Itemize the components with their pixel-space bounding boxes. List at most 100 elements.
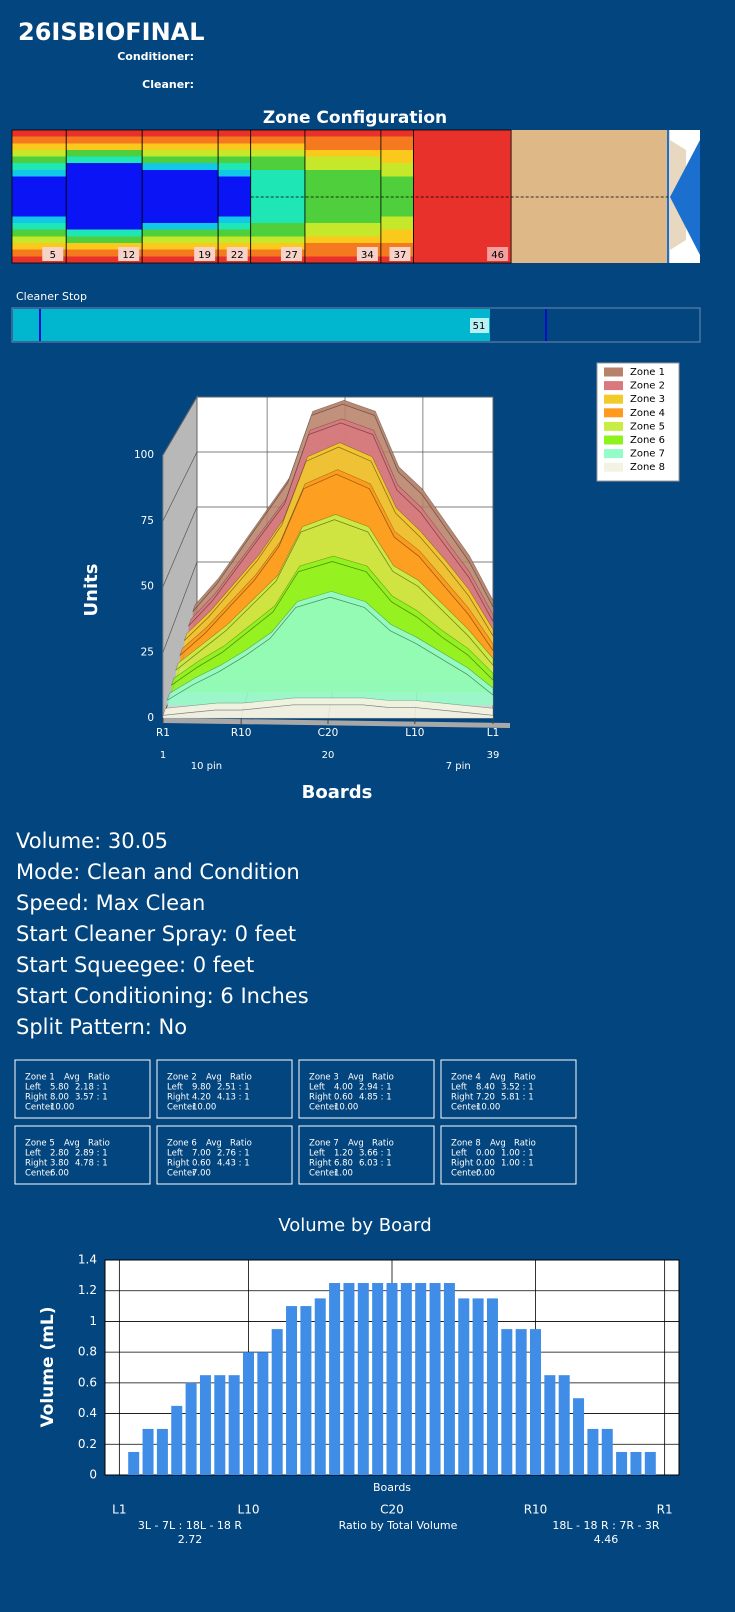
bar <box>429 1283 441 1475</box>
legend-label: Zone 2 <box>630 381 665 392</box>
y-tick-label: 50 <box>141 581 154 593</box>
zone-name: Zone 3 <box>309 1073 339 1083</box>
legend-label: Zone 1 <box>630 367 665 378</box>
bar <box>300 1306 312 1475</box>
boundary-label: 46 <box>491 250 504 261</box>
bar <box>185 1382 197 1475</box>
conditioner-label: Conditioner: <box>117 50 194 63</box>
zone-row-label: Right <box>25 1159 48 1169</box>
bar <box>486 1298 498 1475</box>
zone-row-label: Center <box>25 1169 54 1179</box>
bar <box>142 1428 154 1475</box>
zone-segment <box>304 129 382 264</box>
bar <box>329 1283 341 1475</box>
setting-line: Volume: 30.05 <box>16 829 168 853</box>
zone-row-avg: 6.00 <box>50 1169 69 1179</box>
zone-name: Zone 8 <box>451 1139 481 1149</box>
bar <box>271 1329 283 1475</box>
bar <box>601 1428 613 1475</box>
zone-row-avg: 0.00 <box>476 1159 495 1169</box>
zone-row-label: Center <box>309 1169 338 1179</box>
zone-row-avg: 7.20 <box>476 1093 495 1103</box>
zone-row-ratio: 6.03 : 1 <box>359 1159 392 1169</box>
zone-name: Zone 1 <box>25 1073 55 1083</box>
zone-header: Ratio <box>372 1139 394 1149</box>
y-tick-label: 0 <box>147 712 154 724</box>
zone-row-avg: 2.80 <box>50 1149 69 1159</box>
zone-header: Ratio <box>372 1073 394 1083</box>
boundary-label: 22 <box>231 250 244 261</box>
bar <box>630 1451 642 1475</box>
boundary-label-box <box>280 247 302 261</box>
zone-segment <box>217 129 252 264</box>
zone-row-ratio: 2.89 : 1 <box>75 1149 108 1159</box>
bar <box>386 1283 398 1475</box>
bar <box>587 1428 599 1475</box>
zone-row-avg: 4.20 <box>192 1093 211 1103</box>
bar <box>228 1375 240 1475</box>
zone-header: Avg <box>348 1139 364 1149</box>
bar <box>343 1283 355 1475</box>
grid-line <box>162 506 198 587</box>
area-fill <box>163 704 493 718</box>
zone-header: Ratio <box>230 1139 252 1149</box>
bar <box>458 1298 470 1475</box>
zone-row-label: Right <box>451 1159 474 1169</box>
legend-label: Zone 3 <box>630 394 665 405</box>
zone-row-label: Left <box>309 1083 326 1093</box>
ratio-left-value: 2.72 <box>178 1533 203 1546</box>
boundary-label-box <box>194 247 216 261</box>
x-tick-label: R10 <box>524 1503 548 1517</box>
zone-row-avg: 6.80 <box>334 1159 353 1169</box>
zone-segment <box>250 129 306 264</box>
zone-row-avg: 10.00 <box>50 1103 74 1113</box>
bar <box>544 1375 556 1475</box>
area-line <box>192 403 494 612</box>
zone-row-ratio: 4.78 : 1 <box>75 1159 108 1169</box>
y-tick-label: 0.4 <box>78 1406 97 1420</box>
zone-header: Ratio <box>230 1073 252 1083</box>
cleaner-stop-bar <box>13 309 490 341</box>
zone-row-label: Left <box>451 1149 468 1159</box>
zone-header: Avg <box>490 1139 506 1149</box>
boundary-label-box <box>226 247 248 261</box>
cleaner-stop-value-box <box>470 318 489 333</box>
zone-segment <box>380 129 414 264</box>
legend-swatch <box>604 462 623 472</box>
setting-line: Start Squeegee: 0 feet <box>16 953 254 977</box>
x-tick-label: L10 <box>405 727 424 739</box>
area-line <box>162 704 494 716</box>
boundary-label-box <box>356 247 378 261</box>
zone-row-avg: 8.40 <box>476 1083 495 1093</box>
y-tick-label: 0.8 <box>78 1345 97 1359</box>
grid-line <box>162 561 198 653</box>
bar <box>357 1283 369 1475</box>
x-tick-label: L1 <box>112 1503 126 1517</box>
pin-annotation: 10 pin <box>191 761 222 772</box>
grid-line <box>162 451 198 521</box>
legend-label: Zone 5 <box>630 421 665 432</box>
zone-row-ratio: 5.81 : 1 <box>501 1093 534 1103</box>
bar <box>171 1405 183 1475</box>
zone-configuration: 5 12 19 22 27 34 37 46 <box>11 129 700 264</box>
area-line <box>175 519 494 671</box>
zone-row-label: Right <box>309 1093 332 1103</box>
y-tick-label: 100 <box>134 449 154 461</box>
zone-row-avg: 10.00 <box>334 1103 358 1113</box>
y-tick-label: 1 <box>89 1314 97 1328</box>
legend-label: Zone 6 <box>630 435 665 446</box>
zone-row-label: Left <box>167 1083 184 1093</box>
x-tick-label-2: 39 <box>487 750 500 761</box>
zone-row-ratio: 4.13 : 1 <box>217 1093 250 1103</box>
legend-swatch <box>604 381 623 391</box>
zone-row-avg: 3.80 <box>50 1159 69 1169</box>
zone-header: Ratio <box>514 1073 536 1083</box>
bar <box>128 1451 140 1475</box>
boundary-label: 5 <box>50 250 56 261</box>
zone-row-ratio: 2.76 : 1 <box>217 1149 250 1159</box>
pin-deck-arrow <box>670 140 700 255</box>
zone-header: Avg <box>64 1073 80 1083</box>
area-line <box>179 473 494 656</box>
zone-row-ratio: 2.18 : 1 <box>75 1083 108 1093</box>
zone-row-label: Center <box>167 1103 196 1113</box>
